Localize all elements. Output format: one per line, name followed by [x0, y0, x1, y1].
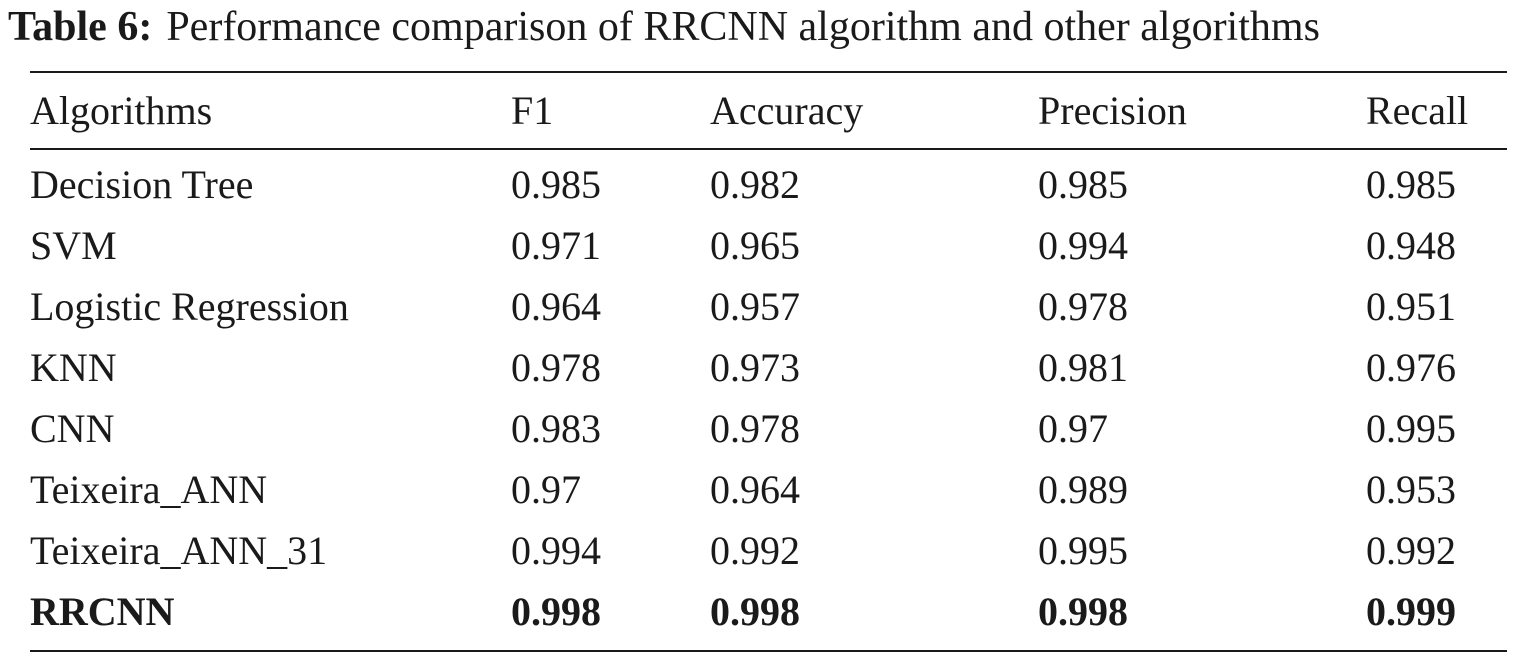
cell-accuracy: 0.965 — [710, 223, 800, 268]
cell-accuracy: 0.973 — [710, 345, 800, 390]
table-row: KNN 0.978 0.973 0.981 0.976 — [30, 337, 1507, 398]
cell-recall: 0.948 — [1366, 223, 1456, 268]
cell-accuracy: 0.964 — [710, 467, 800, 512]
cell-precision: 0.989 — [1038, 467, 1128, 512]
cell-precision: 0.994 — [1038, 223, 1128, 268]
cell-precision: 0.998 — [1038, 589, 1128, 634]
header-recall: Recall — [1366, 88, 1469, 133]
cell-precision: 0.981 — [1038, 345, 1128, 390]
performance-table: Algorithms F1 Accuracy Precision Recall … — [30, 73, 1507, 642]
cell-algorithm: Logistic Regression — [30, 284, 349, 329]
cell-accuracy: 0.992 — [710, 528, 800, 573]
cell-algorithm: CNN — [30, 406, 115, 451]
table-header-rule — [30, 148, 1507, 150]
cell-accuracy: 0.982 — [710, 162, 800, 207]
header-algorithms: Algorithms — [30, 88, 213, 133]
header-accuracy: Accuracy — [710, 88, 864, 133]
header-precision: Precision — [1038, 88, 1187, 133]
cell-f1: 0.994 — [511, 528, 601, 573]
cell-precision: 0.97 — [1038, 406, 1108, 451]
cell-algorithm: Teixeira_ANN_31 — [30, 528, 328, 573]
cell-f1: 0.97 — [511, 467, 581, 512]
cell-f1: 0.971 — [511, 223, 601, 268]
cell-recall: 0.999 — [1366, 589, 1456, 634]
cell-recall: 0.976 — [1366, 345, 1456, 390]
cell-accuracy: 0.998 — [710, 589, 800, 634]
header-f1: F1 — [511, 88, 554, 133]
table-caption-text: Performance comparison of RRCNN algorith… — [166, 4, 1320, 50]
cell-f1: 0.983 — [511, 406, 601, 451]
cell-algorithm: Decision Tree — [30, 162, 254, 207]
cell-recall: 0.985 — [1366, 162, 1456, 207]
cell-recall: 0.995 — [1366, 406, 1456, 451]
cell-accuracy: 0.957 — [710, 284, 800, 329]
cell-recall: 0.992 — [1366, 528, 1456, 573]
table-caption: Table 6: Performance comparison of RRCNN … — [0, 4, 1537, 50]
table-row: Logistic Regression 0.964 0.957 0.978 0.951 — [30, 276, 1507, 337]
table-row: SVM 0.971 0.965 0.994 0.948 — [30, 215, 1507, 276]
table-header-row: Algorithms F1 Accuracy Precision Recall — [30, 73, 1507, 148]
cell-f1: 0.985 — [511, 162, 601, 207]
cell-precision: 0.995 — [1038, 528, 1128, 573]
cell-algorithm: Teixeira_ANN — [30, 467, 268, 512]
cell-algorithm: RRCNN — [30, 589, 175, 634]
cell-accuracy: 0.978 — [710, 406, 800, 451]
table-caption-label: Table 6: — [8, 4, 153, 50]
table-row: CNN 0.983 0.978 0.97 0.995 — [30, 398, 1507, 459]
cell-f1: 0.964 — [511, 284, 601, 329]
table-row: Decision Tree 0.985 0.982 0.985 0.985 — [30, 148, 1507, 215]
cell-algorithm: KNN — [30, 345, 117, 390]
cell-precision: 0.985 — [1038, 162, 1128, 207]
table-row: Teixeira_ANN_31 0.994 0.992 0.995 0.992 — [30, 520, 1507, 581]
table-top-rule — [30, 71, 1507, 73]
cell-f1: 0.998 — [511, 589, 601, 634]
table-row: Teixeira_ANN 0.97 0.964 0.989 0.953 — [30, 459, 1507, 520]
table-row: RRCNN 0.998 0.998 0.998 0.999 — [30, 581, 1507, 642]
cell-recall: 0.951 — [1366, 284, 1456, 329]
cell-recall: 0.953 — [1366, 467, 1456, 512]
cell-precision: 0.978 — [1038, 284, 1128, 329]
cell-f1: 0.978 — [511, 345, 601, 390]
table-bottom-rule — [30, 650, 1507, 652]
table-body: Decision Tree 0.985 0.982 0.985 0.985 SVM 0.97… — [30, 148, 1507, 642]
cell-algorithm: SVM — [30, 223, 117, 268]
